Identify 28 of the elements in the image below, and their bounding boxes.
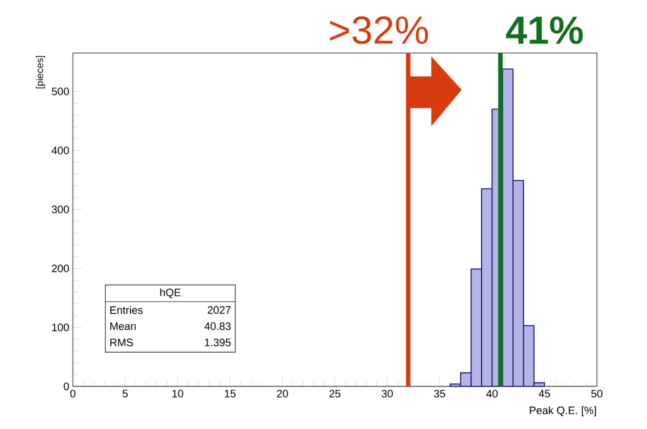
x-tick-label: 0	[70, 390, 76, 398]
ref-line-label: >32%	[330, 16, 428, 44]
annotation: 2027	[208, 306, 231, 314]
y-tick-label: 500	[52, 88, 69, 96]
x-tick-label: 40	[486, 390, 498, 398]
annotation: Entries	[110, 306, 143, 314]
y-tick-label: 100	[52, 324, 69, 332]
x-axis-title: Peak Q.E. [%]	[530, 406, 596, 416]
x-tick-label: 10	[172, 390, 184, 398]
annotation: 40.83	[204, 322, 231, 330]
x-tick-label: 35	[434, 390, 446, 398]
x-tick-label: 50	[591, 390, 602, 398]
annotation: 1.395	[205, 338, 231, 346]
y-tick-label: 0	[64, 382, 69, 390]
annotation: RMS	[110, 338, 133, 346]
x-tick-label: 25	[329, 390, 340, 398]
x-tick-label: 5	[122, 390, 128, 398]
y-tick-label: 200	[52, 264, 69, 272]
y-axis-title: [pieces]	[36, 56, 46, 88]
x-tick-label: 15	[224, 390, 236, 398]
annotation: Mean	[110, 322, 136, 330]
annotation: hQE	[160, 288, 181, 298]
x-tick-label: 45	[538, 390, 550, 398]
x-tick-label: 20	[276, 390, 288, 398]
y-tick-label: 300	[52, 206, 69, 214]
x-tick-label: 30	[382, 390, 393, 398]
y-tick-label: 400	[52, 146, 69, 154]
ref-line-label: 41%	[506, 16, 583, 44]
